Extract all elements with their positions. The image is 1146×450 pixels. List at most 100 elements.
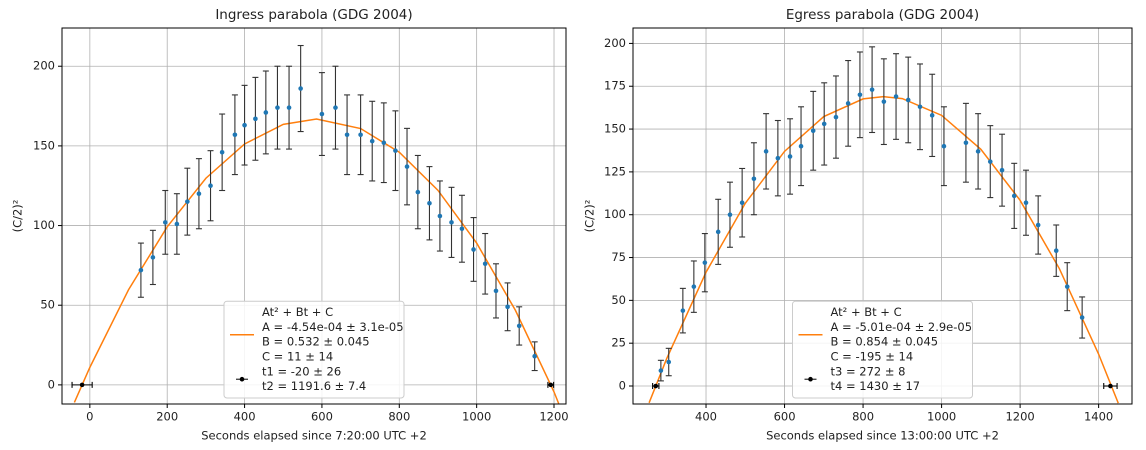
data-point bbox=[1079, 315, 1085, 320]
data-point bbox=[775, 155, 781, 161]
data-point bbox=[493, 288, 499, 294]
axes-frame bbox=[61, 27, 567, 405]
y-tick-label: 200 bbox=[604, 36, 626, 50]
x-tick-label: 400 bbox=[234, 410, 256, 424]
data-point bbox=[1023, 200, 1029, 206]
x-tick-label: 1400 bbox=[1084, 410, 1113, 424]
data-point bbox=[344, 132, 350, 138]
y-tick-label: 25 bbox=[611, 336, 626, 350]
data-point bbox=[516, 323, 522, 329]
x-tick-label: 600 bbox=[311, 410, 333, 424]
data-point bbox=[715, 229, 721, 235]
data-point bbox=[810, 128, 816, 134]
data-point bbox=[162, 220, 168, 225]
data-point bbox=[185, 199, 190, 204]
y-axis-label: (C/2)² bbox=[11, 200, 25, 233]
data-point bbox=[532, 353, 537, 359]
legend-label: C = -195 ± 14 bbox=[831, 350, 914, 364]
data-point bbox=[427, 200, 432, 206]
data-point bbox=[869, 87, 875, 92]
data-point bbox=[208, 183, 213, 189]
y-tick-label: 0 bbox=[48, 377, 55, 391]
y-tick-label: 150 bbox=[33, 138, 55, 152]
legend-label: t4 = 1430 ± 17 bbox=[831, 379, 921, 393]
y-axis-label: (C/2)² bbox=[583, 200, 597, 233]
data-point bbox=[845, 101, 851, 106]
data-point bbox=[857, 92, 863, 98]
data-point bbox=[798, 143, 804, 149]
data-point bbox=[691, 284, 697, 289]
x-tick-label: 600 bbox=[774, 410, 796, 424]
x-tick-label: 800 bbox=[852, 410, 874, 424]
data-point bbox=[1035, 222, 1041, 228]
data-point bbox=[833, 114, 839, 120]
legend-box bbox=[223, 300, 405, 399]
chart-title: Egress parabola (GDG 2004) bbox=[786, 7, 979, 23]
y-tick-label: 125 bbox=[604, 164, 626, 178]
data-point bbox=[471, 247, 476, 252]
x-tick-label: 1000 bbox=[462, 410, 491, 424]
data-point bbox=[905, 97, 911, 103]
legend-label: t3 = 272 ± 8 bbox=[831, 364, 906, 378]
x-tick-label: 1200 bbox=[539, 410, 568, 424]
data-point bbox=[219, 149, 225, 155]
plot-area bbox=[71, 44, 560, 404]
data-point bbox=[702, 260, 708, 265]
data-point bbox=[975, 149, 981, 154]
data-point bbox=[787, 154, 793, 159]
legend-box bbox=[792, 300, 973, 399]
time-marker bbox=[1108, 383, 1113, 389]
axes-frame bbox=[632, 27, 1133, 405]
data-point bbox=[459, 226, 465, 232]
data-point bbox=[253, 116, 258, 122]
data-point bbox=[999, 167, 1005, 173]
data-point bbox=[941, 143, 947, 149]
data-point bbox=[358, 132, 363, 138]
y-tick-label: 50 bbox=[611, 293, 626, 307]
legend-label: B = 0.532 ± 0.045 bbox=[262, 335, 370, 349]
data-point bbox=[751, 176, 757, 182]
legend-label: At² + Bt + C bbox=[262, 305, 333, 319]
data-point bbox=[505, 304, 510, 310]
data-point bbox=[929, 113, 935, 118]
data-point bbox=[763, 149, 769, 154]
x-axis-label: Seconds elapsed since 13:00:00 UTC +2 bbox=[766, 429, 999, 443]
x-tick-label: 800 bbox=[388, 410, 410, 424]
x-tick-label: 400 bbox=[695, 410, 717, 424]
data-point bbox=[232, 132, 238, 138]
data-point bbox=[881, 99, 887, 104]
data-point bbox=[333, 105, 338, 110]
legend-label: C = 11 ± 14 bbox=[262, 350, 333, 364]
time-marker bbox=[548, 382, 554, 388]
y-tick-label: 75 bbox=[611, 250, 626, 264]
data-point bbox=[298, 86, 303, 91]
data-point bbox=[174, 221, 180, 227]
x-tick-label: 1000 bbox=[927, 410, 956, 424]
data-point bbox=[150, 255, 156, 260]
y-tick-label: 50 bbox=[40, 298, 55, 312]
data-point bbox=[893, 94, 899, 99]
y-tick-label: 150 bbox=[604, 122, 626, 136]
y-tick-label: 175 bbox=[604, 79, 626, 93]
data-point bbox=[381, 140, 387, 146]
data-point bbox=[286, 105, 292, 110]
data-point bbox=[415, 189, 421, 195]
data-point bbox=[1053, 248, 1059, 253]
data-point bbox=[917, 104, 923, 110]
plot-area bbox=[648, 46, 1119, 404]
legend-label: A = -5.01e-04 ± 2.9e-05 bbox=[831, 320, 973, 334]
data-point bbox=[658, 368, 664, 373]
data-point bbox=[680, 308, 686, 313]
data-point bbox=[319, 111, 325, 117]
data-point bbox=[449, 220, 454, 225]
legend-label: t2 = 1191.6 ± 7.4 bbox=[262, 379, 366, 393]
data-point bbox=[263, 110, 269, 115]
data-point bbox=[1064, 284, 1070, 289]
time-marker bbox=[79, 382, 85, 388]
data-point bbox=[666, 359, 672, 365]
data-point bbox=[138, 267, 144, 273]
data-point bbox=[393, 148, 398, 153]
x-tick-label: 1200 bbox=[1005, 410, 1034, 424]
chart-title: Ingress parabola (GDG 2004) bbox=[215, 7, 412, 23]
